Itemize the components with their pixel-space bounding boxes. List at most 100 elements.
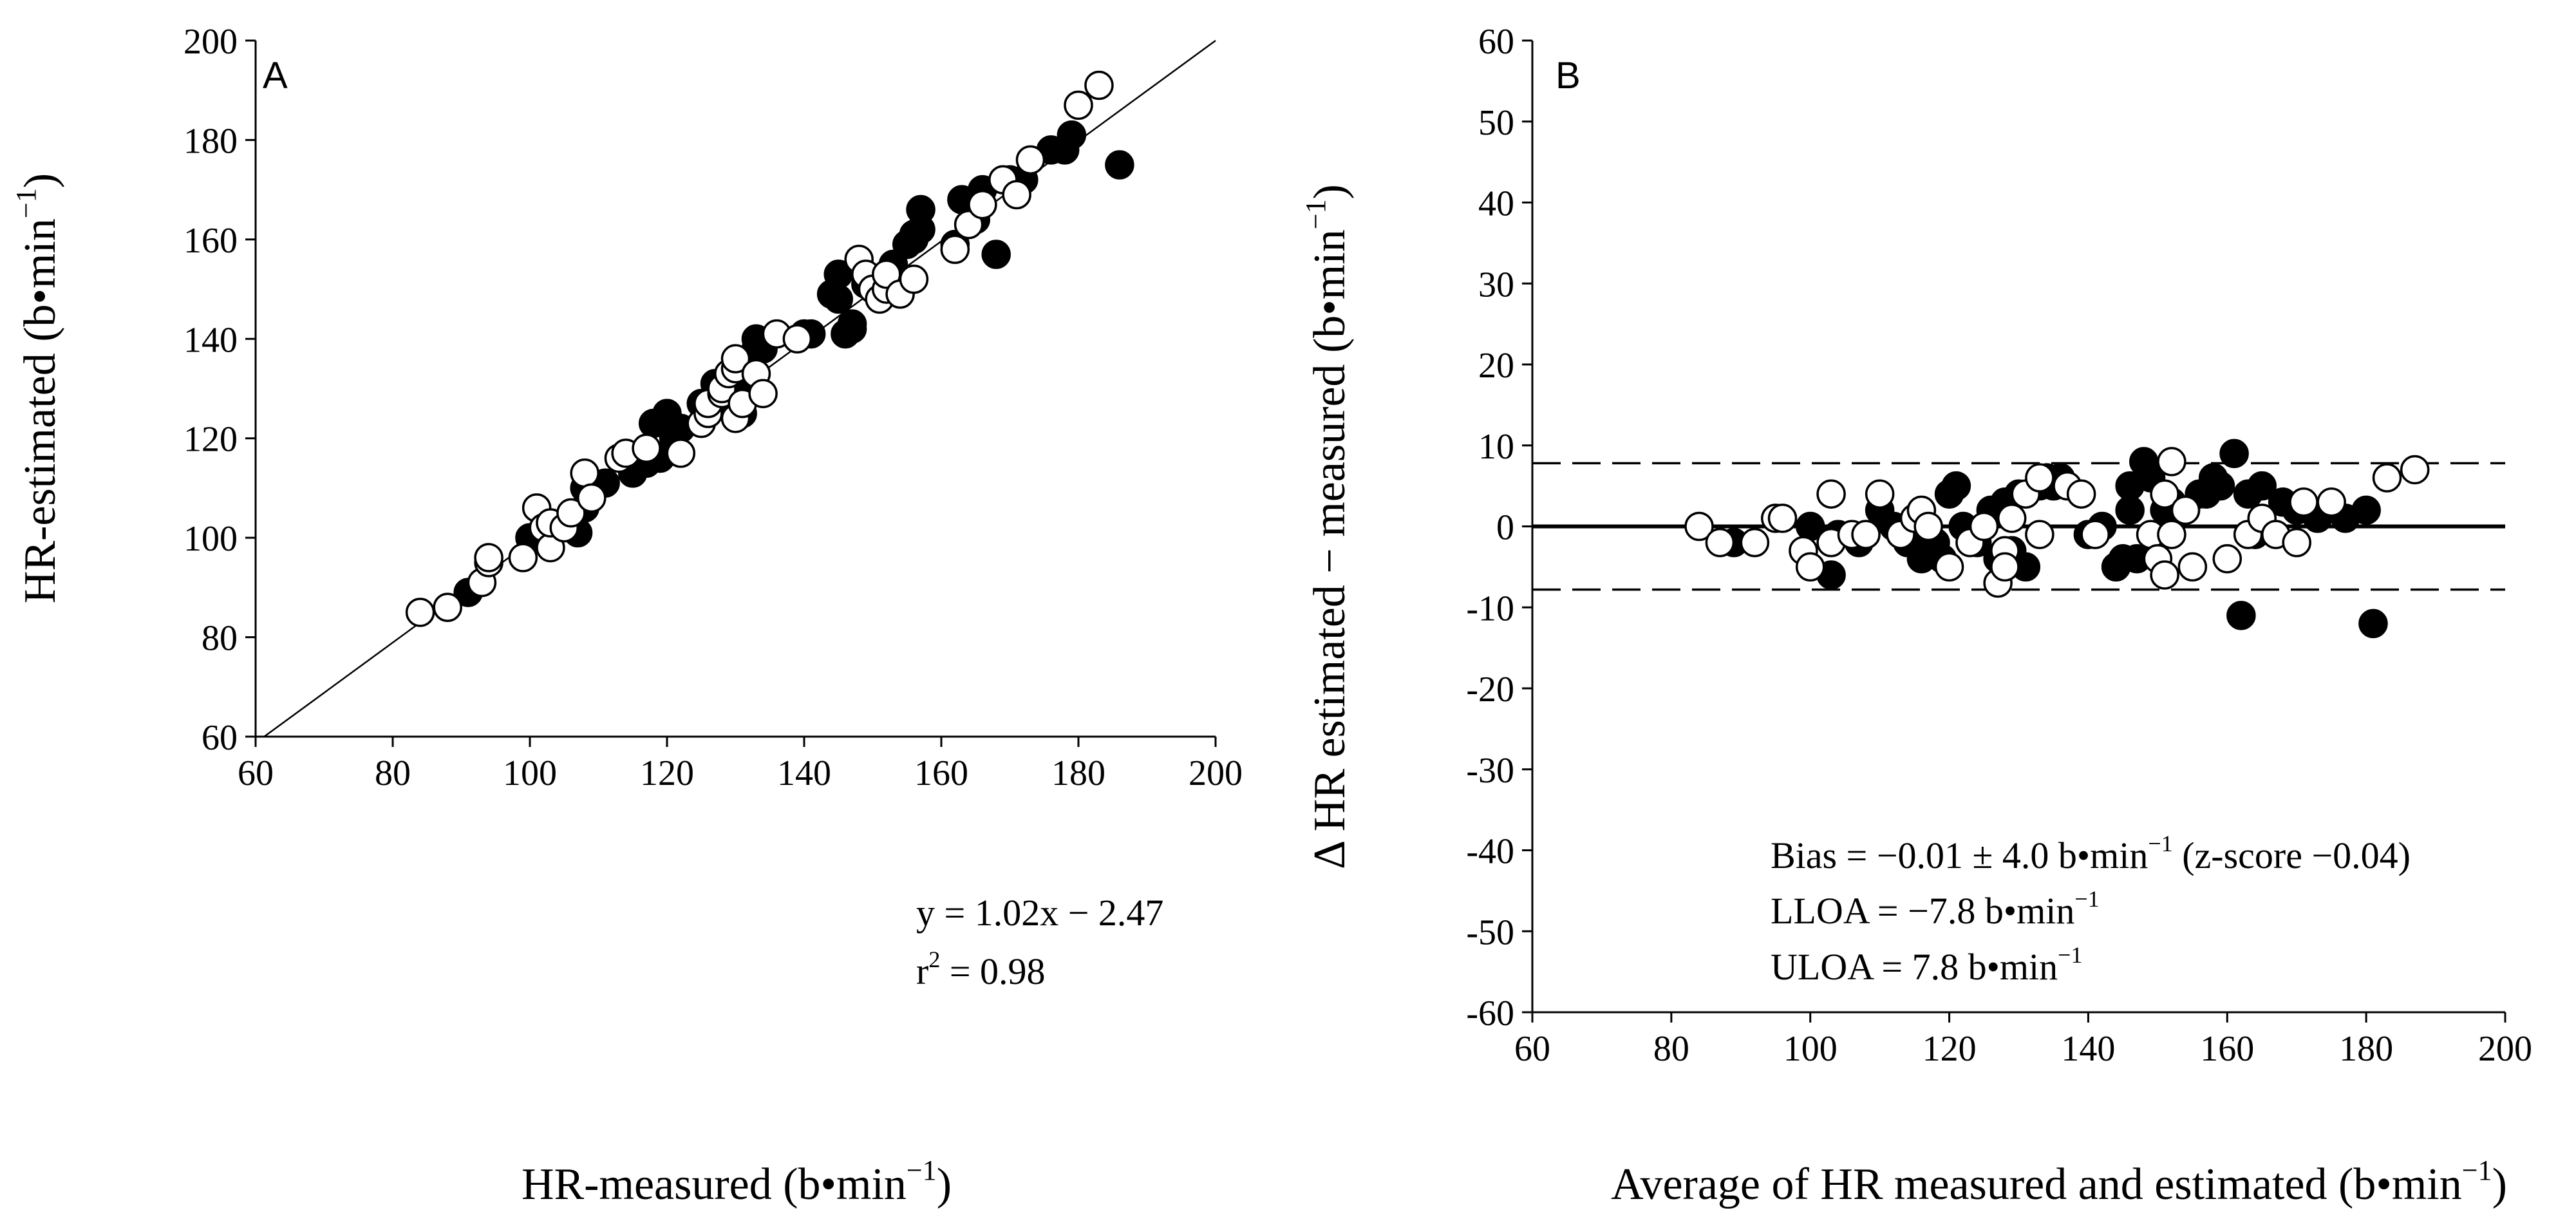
open-data-point	[1064, 90, 1093, 120]
y-tick-label: 40	[1478, 184, 1514, 224]
open-data-point	[2150, 479, 2179, 509]
panel-b-lloa-annotation: LLOA = −7.8 b•min−1	[1771, 886, 2100, 932]
filled-data-point	[1105, 150, 1134, 180]
filled-data-point	[2219, 439, 2249, 469]
y-tick-label: 10	[1478, 427, 1514, 467]
panel-a-label: A	[263, 55, 288, 97]
x-tick-label: 200	[1189, 753, 1243, 793]
filled-data-point	[823, 284, 853, 314]
open-data-point	[2400, 455, 2430, 485]
panel-b-bias-annotation: Bias = −0.01 ± 4.0 b•min−1 (z-score −0.0…	[1771, 831, 2411, 876]
open-data-point	[899, 264, 929, 294]
filled-data-point	[2247, 471, 2277, 501]
panel-a-x-ticks: 60 80 100 120 140 160 180 200	[238, 737, 1243, 793]
y-tick-label: 180	[183, 121, 238, 161]
x-tick-label: 60	[1514, 1029, 1550, 1069]
open-data-point	[2080, 520, 2110, 549]
open-data-point	[666, 439, 696, 468]
open-data-point	[2212, 544, 2242, 574]
y-tick-label: 200	[183, 22, 238, 62]
open-data-point	[1740, 527, 1770, 558]
filled-data-point	[1057, 120, 1087, 150]
open-data-point	[474, 543, 503, 572]
open-data-point	[1684, 511, 1714, 542]
open-data-point	[508, 543, 538, 572]
y-tick-label: 60	[1478, 22, 1514, 62]
open-data-point	[1990, 552, 2020, 582]
panel-a-regression-plot: 60 80 100 120 140 160 180 200 60 80 100 120 140 160 1…	[10, 22, 1243, 1209]
open-data-point	[1002, 180, 1031, 210]
x-tick-label: 180	[2339, 1029, 2393, 1069]
filled-data-point	[2351, 495, 2381, 525]
y-tick-label: 120	[183, 420, 238, 460]
open-data-point	[2157, 520, 2186, 549]
x-tick-label: 120	[640, 753, 694, 793]
y-tick-label: 30	[1478, 265, 1514, 305]
open-data-point	[968, 190, 997, 220]
open-data-point	[748, 379, 778, 408]
y-tick-label: 140	[183, 320, 238, 360]
filled-data-point	[906, 214, 935, 245]
open-data-point	[1865, 479, 1895, 509]
open-data-point	[2025, 520, 2054, 549]
open-data-point	[556, 498, 586, 528]
open-data-point	[720, 344, 751, 373]
filled-data-point	[2226, 601, 2256, 630]
y-tick-label: 0	[1496, 508, 1514, 548]
x-tick-label: 100	[1783, 1029, 1838, 1069]
panel-a-plot-area	[263, 39, 1216, 738]
x-tick-label: 160	[2200, 1029, 2254, 1069]
open-data-point	[1851, 520, 1881, 549]
panel-b-x-ticks: 60 80 100 120 140 160 180 200	[1514, 1012, 2532, 1069]
filled-data-point	[2115, 495, 2145, 525]
y-tick-label: -60	[1466, 994, 1514, 1033]
y-tick-label: 60	[202, 718, 238, 758]
x-tick-label: 80	[1653, 1029, 1689, 1069]
x-tick-label: 200	[2478, 1029, 2532, 1069]
y-tick-label: 50	[1478, 103, 1514, 143]
open-data-point	[433, 592, 462, 622]
open-data-point	[782, 324, 813, 354]
filled-data-point	[981, 240, 1011, 269]
open-data-point	[1084, 70, 1114, 100]
x-tick-label: 100	[503, 753, 557, 793]
open-data-point	[2150, 560, 2179, 590]
panel-b-data-points	[1684, 439, 2430, 639]
panel-b-label: B	[1556, 55, 1581, 97]
y-tick-label: 160	[183, 221, 238, 261]
open-data-point	[2170, 495, 2201, 525]
panel-b-y-axis-title: Δ HR estimated − measured (b•min−1)	[1300, 184, 1355, 869]
open-data-point	[2317, 487, 2346, 517]
panel-a-equation: y = 1.02x − 2.47	[916, 892, 1163, 934]
panel-a-data-points	[405, 70, 1134, 627]
open-data-point	[405, 598, 435, 627]
open-data-point	[2177, 552, 2208, 582]
open-data-point	[2025, 463, 2054, 493]
open-data-point	[1934, 552, 1964, 582]
open-data-point	[1795, 552, 1825, 582]
open-data-point	[2289, 487, 2318, 517]
x-tick-label: 140	[2061, 1029, 2115, 1069]
y-tick-label: -50	[1466, 912, 1514, 952]
x-tick-label: 80	[375, 753, 411, 793]
open-data-point	[570, 458, 599, 488]
y-tick-label: -10	[1466, 589, 1514, 628]
open-data-point	[577, 483, 606, 513]
open-data-point	[954, 209, 984, 240]
open-data-point	[2157, 447, 2186, 476]
open-data-point	[1997, 504, 2027, 533]
open-data-point	[1015, 145, 1046, 175]
open-data-point	[2066, 479, 2096, 509]
panel-a-x-axis-title: HR-measured (b•min−1)	[522, 1155, 952, 1209]
panel-a-y-axis-title: HR-estimated (b•min−1)	[10, 173, 65, 603]
open-data-point	[632, 433, 661, 463]
panel-b-y-ticks: 60 50 40 30 20 10 0 -10 -20 -30 -40 -50 -60	[1466, 22, 1532, 1033]
y-tick-label: 20	[1478, 346, 1514, 386]
panel-a-r-squared: r2 = 0.98	[916, 947, 1046, 992]
y-tick-label: -40	[1466, 832, 1514, 872]
x-tick-label: 140	[777, 753, 831, 793]
open-data-point	[940, 234, 970, 265]
open-data-point	[1969, 511, 1999, 542]
x-tick-label: 60	[238, 753, 274, 793]
